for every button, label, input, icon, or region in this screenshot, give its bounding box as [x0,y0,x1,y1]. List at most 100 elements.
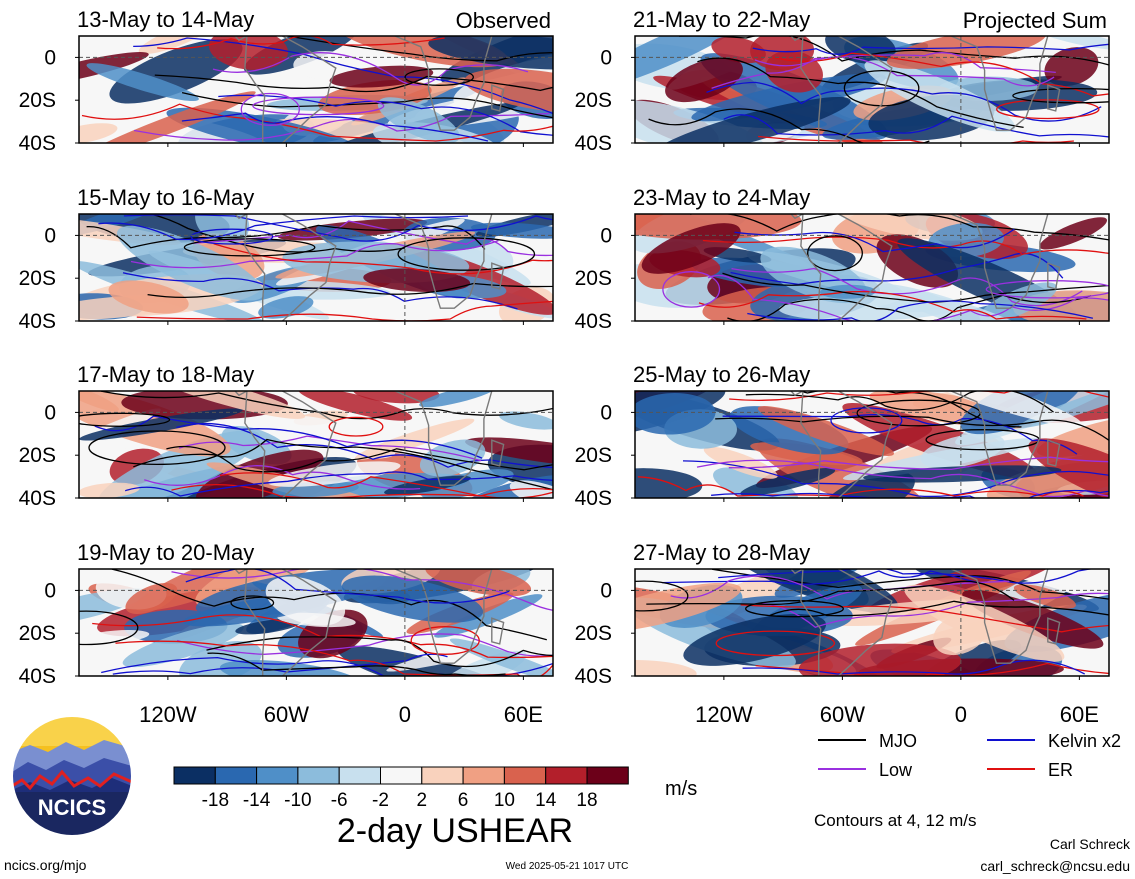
colorbar-label: -10 [284,790,311,811]
wave-contour [715,630,836,657]
coastline [790,36,805,42]
wave-contour [410,626,480,655]
shear-shading [635,393,716,435]
wave-contour [758,135,1074,143]
colorbar: -18 -14 -10 -6 -2 2 6 10 14 18 [173,766,629,811]
shear-shading [879,283,1050,321]
wave-contour [133,112,550,141]
shear-shading [293,50,358,80]
wave-contour [86,224,486,250]
y-tick-label: 0 [600,46,612,69]
wave-contour [843,69,920,107]
shear-shading [419,391,498,408]
coastline [949,36,1049,131]
coastline [234,214,249,220]
wave-contour [404,68,474,86]
colorbar-swatch [545,766,588,785]
wave-contour [773,52,1109,97]
coastline [1047,617,1061,645]
panel-frame [634,35,1110,144]
colorbar-swatch [462,766,505,785]
shear-shading [352,391,440,404]
panel-title: 15-May to 16-May [77,185,254,210]
wave-contour [181,112,489,142]
wave-contour [689,214,1109,241]
colorbar-swatch [214,766,258,785]
y-tick-label: 20S [19,267,56,290]
shear-shading [79,408,243,441]
shear-shading [258,296,314,319]
panel-title: 25-May to 26-May [633,362,810,387]
y-tick-label: 40S [575,487,612,510]
wave-contour [98,215,469,241]
map-panel [634,568,1110,677]
wave-contour [646,580,1015,606]
colorbar-label: 2 [417,790,428,811]
shear-shading [1039,217,1108,250]
coastline [800,36,893,143]
map-panel [78,568,554,677]
y-tick-label: 20S [575,267,612,290]
colorbar-label: 18 [576,790,597,811]
wave-contour [123,214,553,242]
map-panel [78,213,554,322]
wave-contour [752,43,1109,55]
shear-shading [635,468,703,498]
footer-email: carl_schreck@ncsu.edu [980,858,1130,874]
wave-contour [745,391,1054,413]
y-tick-label: 20S [575,622,612,645]
coastline [393,391,493,486]
coastline [1047,262,1061,290]
wave-contour [715,415,1109,442]
coastline [491,439,505,467]
shear-shading [864,60,1016,133]
y-tick-label: 20S [575,89,612,112]
y-tick-label: 20S [575,444,612,467]
y-tick-label: 0 [600,579,612,602]
wave-contour [171,484,553,498]
wave-contour [678,36,1109,66]
wave-contour [729,391,1109,401]
wave-contour [183,238,316,257]
panel-tag: Projected Sum [963,8,1107,33]
coastline [790,214,805,220]
wave-contour [697,57,1024,129]
wave-contour [742,659,1086,675]
shear-shading [80,630,150,644]
wave-contour [252,96,385,116]
shear-shading [122,623,244,668]
wave-contour [1012,87,1109,104]
panel-title: 23-May to 24-May [633,185,810,210]
wave-contour [707,274,1109,321]
wave-contour [769,600,1109,617]
shear-shading [499,411,553,430]
y-tick-label: 40S [19,487,56,510]
wave-contour [221,36,553,62]
shear-shading [166,107,362,143]
footer-timestamp: Wed 2025-05-21 1017 UTC [506,861,629,872]
x-tick-label: 60E [1060,702,1099,727]
y-tick-label: 20S [19,622,56,645]
shear-shading [341,575,484,623]
colorbar-label: -2 [372,790,389,811]
panel-title: 27-May to 28-May [633,540,810,565]
wave-contour [730,252,1064,286]
shear-shading [711,36,766,64]
colorbar-label: -14 [243,790,271,811]
colorbar-label: 14 [535,790,557,811]
coastline [234,36,249,42]
colorbar-label: 10 [494,790,515,811]
wave-contour [682,460,1109,498]
shear-shading [363,268,471,292]
legend: MJO Kelvin x2 Low ER [818,731,1121,780]
shear-shading [86,63,199,102]
shear-shading [750,442,863,466]
wave-contour [92,614,553,659]
panel-frame [78,213,554,322]
wave-contour [734,228,1015,253]
wave-contour [397,237,536,271]
ncics-logo: NCICS [11,715,133,837]
x-tick-label: 120W [139,702,197,727]
shear-shading [740,468,836,496]
coastline [244,36,337,143]
